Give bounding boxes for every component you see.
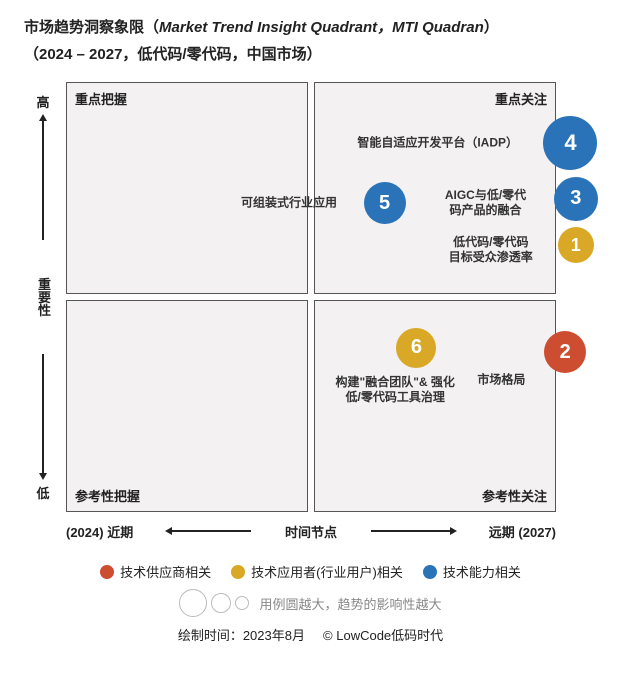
x-left-label: (2024) 近期 (66, 522, 133, 541)
legend-yellow-label: 技术应用者(行业用户)相关 (251, 562, 403, 581)
arrow-down-icon (42, 354, 44, 474)
x-center-label: 时间节点 (285, 522, 337, 541)
legend-size-row: 用例圆越大，趋势的影响性越大 (24, 589, 597, 617)
arrow-left-icon (171, 530, 251, 532)
y-high-label: 高 (24, 92, 62, 111)
x-axis: (2024) 近期 时间节点 远期 (2027) (66, 520, 556, 548)
quadrant-tl: 重点把握 (66, 82, 308, 294)
title-close: ） (484, 19, 499, 36)
arrow-up-icon (42, 120, 44, 240)
quadrant-tr: 重点关注 (314, 82, 556, 294)
legend: 技术供应商相关 技术应用者(行业用户)相关 技术能力相关 用例圆越大，趋势的影响… (24, 562, 597, 644)
legend-red: 技术供应商相关 (100, 562, 211, 581)
legend-size-note: 用例圆越大，趋势的影响性越大 (259, 594, 441, 613)
quadrant-bl-label: 参考性把握 (75, 486, 140, 505)
title-en: Market Trend Insight Quadrant，MTI Quadra… (159, 19, 484, 36)
quadrant-tl-label: 重点把握 (75, 89, 127, 108)
bubble-3: 3 (554, 177, 598, 221)
y-low-label: 低 (24, 483, 62, 502)
chart-footer: 绘制时间：2023年8月 © LowCode低码时代 (24, 625, 597, 644)
legend-size-circle (235, 596, 249, 610)
legend-color-row: 技术供应商相关 技术应用者(行业用户)相关 技术能力相关 (24, 562, 597, 581)
quadrant-br: 参考性关注 (314, 300, 556, 512)
legend-red-dot (100, 565, 114, 579)
x-right-label: 远期 (2027) (489, 522, 556, 541)
quadrant-br-label: 参考性关注 (482, 486, 547, 505)
y-axis: 高 重要性 低 (24, 82, 62, 512)
footer-copyright: © LowCode低码时代 (323, 628, 443, 643)
legend-red-label: 技术供应商相关 (120, 562, 211, 581)
legend-yellow-dot (231, 565, 245, 579)
quadrant-bl: 参考性把握 (66, 300, 308, 512)
footer-time: 绘制时间：2023年8月 (178, 628, 305, 643)
legend-blue-dot (423, 565, 437, 579)
legend-yellow: 技术应用者(行业用户)相关 (231, 562, 403, 581)
legend-blue-label: 技术能力相关 (443, 562, 521, 581)
title-line-1: 市场趋势洞察象限（Market Trend Insight Quadrant，M… (24, 16, 597, 37)
y-axis-label: 重要性 (24, 278, 62, 317)
quadrant-tr-label: 重点关注 (495, 89, 547, 108)
quadrant-grid: 重点把握 重点关注 参考性把握 参考性关注 低代码/零代码 目标受众渗透率1市场… (66, 82, 556, 512)
quadrant-chart: 高 重要性 低 重点把握 重点关注 参考性把握 参考性关注 低代码/零代码 目标… (66, 82, 597, 548)
legend-blue: 技术能力相关 (423, 562, 521, 581)
legend-size-circle (211, 593, 231, 613)
title-cn: 市场趋势洞察象限（ (24, 19, 159, 36)
bubble-1: 1 (558, 227, 594, 263)
legend-size-circle (179, 589, 207, 617)
title-line-2: （2024 – 2027，低代码/零代码，中国市场） (24, 43, 597, 64)
arrow-right-icon (371, 530, 451, 532)
